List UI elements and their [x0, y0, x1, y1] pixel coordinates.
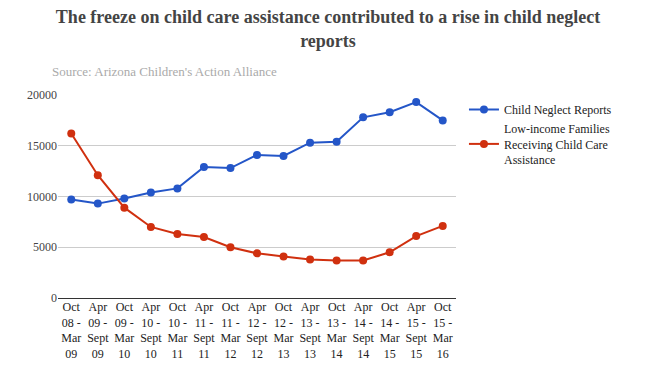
- svg-text:0: 0: [51, 291, 57, 305]
- svg-text:Apr12 -Sept12: Apr12 -Sept12: [246, 300, 268, 361]
- svg-text:Source: Arizona Children's Act: Source: Arizona Children's Action Allian…: [52, 64, 277, 79]
- svg-text:20000: 20000: [27, 88, 57, 102]
- svg-text:15000: 15000: [27, 139, 57, 153]
- svg-text:Oct09 -Mar10: Oct09 -Mar10: [114, 300, 134, 361]
- svg-text:Child Neglect Reports: Child Neglect Reports: [504, 103, 612, 117]
- svg-text:The freeze on child care assis: The freeze on child care assistance cont…: [56, 7, 600, 50]
- svg-text:Apr10 -Sept10: Apr10 -Sept10: [140, 300, 162, 361]
- svg-text:Oct11 -Mar12: Oct11 -Mar12: [220, 300, 240, 361]
- svg-text:Oct13 -Mar14: Oct13 -Mar14: [327, 300, 347, 361]
- svg-text:Apr09 -Sept09: Apr09 -Sept09: [87, 300, 109, 361]
- svg-text:Oct14 -Mar15: Oct14 -Mar15: [380, 300, 400, 361]
- svg-text:Apr13 -Sept13: Apr13 -Sept13: [299, 300, 321, 361]
- svg-text:Low-income FamiliesReceiving C: Low-income FamiliesReceiving Child CareA…: [504, 122, 610, 167]
- svg-text:Oct08 -Mar09: Oct08 -Mar09: [61, 300, 81, 361]
- svg-text:5000: 5000: [33, 240, 57, 254]
- svg-text:Oct15 -Mar16: Oct15 -Mar16: [433, 300, 453, 361]
- svg-text:Apr14 -Sept14: Apr14 -Sept14: [352, 300, 374, 361]
- svg-text:Oct12 -Mar13: Oct12 -Mar13: [274, 300, 294, 361]
- svg-text:10000: 10000: [27, 190, 57, 204]
- svg-text:Oct10 -Mar11: Oct10 -Mar11: [167, 300, 187, 361]
- svg-text:Apr15 -Sept15: Apr15 -Sept15: [406, 300, 428, 361]
- svg-text:Apr11 -Sept11: Apr11 -Sept11: [193, 300, 215, 361]
